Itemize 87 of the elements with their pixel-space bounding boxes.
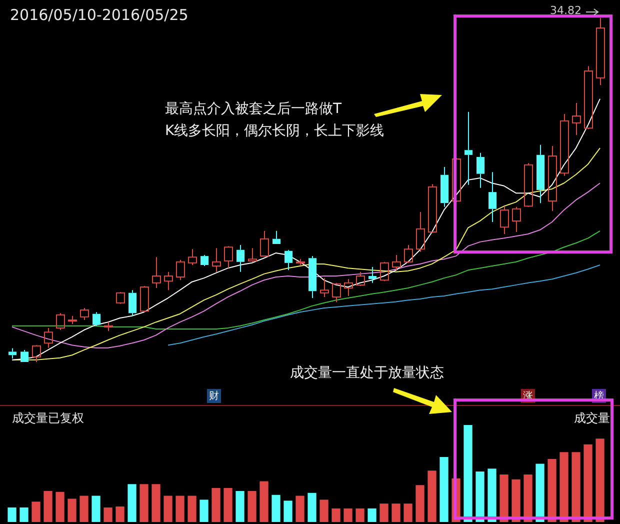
candlestick — [188, 248, 197, 266]
bar — [176, 496, 184, 522]
bar — [236, 490, 244, 522]
bar — [332, 508, 340, 522]
annotation: K线多长阳，偶尔长阴，长上下影线 — [165, 122, 384, 140]
bar — [560, 452, 568, 522]
bar — [44, 490, 52, 522]
candlestick — [344, 278, 353, 296]
candlestick — [536, 144, 544, 204]
text: 财 — [207, 389, 221, 403]
candlestick — [200, 254, 208, 267]
candlestick — [476, 152, 484, 188]
bar — [596, 438, 604, 522]
bar — [188, 496, 196, 522]
bar — [404, 504, 412, 522]
bar — [584, 444, 592, 522]
bar — [164, 496, 172, 522]
bar — [536, 464, 544, 522]
bar — [116, 506, 124, 522]
candlestick — [560, 113, 569, 176]
candlestick — [308, 256, 316, 299]
candlestick — [488, 172, 496, 222]
candlestick — [272, 230, 280, 244]
bar — [440, 457, 448, 522]
candlestick — [440, 166, 448, 208]
candlestick — [236, 244, 244, 272]
candlestick — [320, 278, 329, 298]
chart-title: 2016/05/10-2016/05/25 — [10, 6, 188, 24]
bar — [248, 490, 256, 522]
bar — [296, 496, 304, 522]
bar — [140, 484, 148, 522]
candlestick — [596, 18, 605, 86]
candlestick — [572, 102, 581, 136]
bar — [512, 479, 520, 522]
bar — [380, 504, 388, 522]
bar — [212, 488, 220, 522]
bar — [572, 452, 580, 522]
candlestick — [416, 212, 425, 252]
bar — [320, 500, 328, 522]
bar — [356, 508, 364, 522]
bar — [224, 488, 232, 522]
candlestick — [152, 256, 161, 289]
bar — [260, 481, 268, 522]
bar — [284, 500, 292, 522]
candlestick — [260, 230, 269, 257]
candlestick — [500, 206, 509, 235]
candlestick — [92, 312, 100, 326]
bar — [128, 484, 136, 522]
annotation: 成交量 — [574, 410, 610, 427]
bar — [200, 500, 208, 522]
candlestick — [548, 145, 557, 212]
candlestick — [512, 206, 521, 232]
bar — [500, 474, 508, 522]
chart-title: 成交量已复权 — [12, 410, 84, 427]
bar — [464, 425, 472, 522]
candlestick — [212, 248, 221, 272]
bar — [524, 474, 532, 522]
candlestick — [464, 111, 472, 186]
bar — [368, 508, 376, 522]
annotation: 最高点介入被套之后一路做T — [165, 100, 342, 118]
bar — [272, 494, 280, 522]
bar — [308, 492, 316, 522]
bar — [32, 502, 40, 522]
bar — [488, 468, 496, 522]
bar — [428, 470, 436, 522]
candlestick — [392, 254, 401, 271]
bar — [56, 492, 64, 522]
bar — [344, 508, 352, 522]
candlestick — [284, 249, 292, 271]
bar — [80, 496, 88, 522]
bar — [476, 472, 484, 522]
bar — [92, 496, 100, 522]
candlestick — [128, 290, 136, 316]
bar — [416, 485, 424, 522]
candlestick — [248, 248, 257, 262]
bar — [548, 458, 556, 522]
bar — [68, 498, 76, 522]
bar — [104, 507, 112, 522]
bar — [392, 504, 400, 522]
bar — [152, 484, 160, 522]
candlestick — [8, 348, 16, 360]
text: 34.82 — [550, 4, 582, 17]
candlestick — [368, 266, 376, 284]
bar — [20, 507, 28, 522]
text: 成交量一直处于放量状态 — [290, 364, 444, 382]
candlestick — [164, 271, 173, 291]
bar — [8, 507, 16, 522]
